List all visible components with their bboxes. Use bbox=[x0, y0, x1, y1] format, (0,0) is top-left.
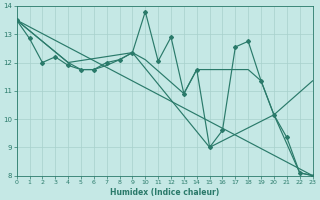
X-axis label: Humidex (Indice chaleur): Humidex (Indice chaleur) bbox=[110, 188, 219, 197]
